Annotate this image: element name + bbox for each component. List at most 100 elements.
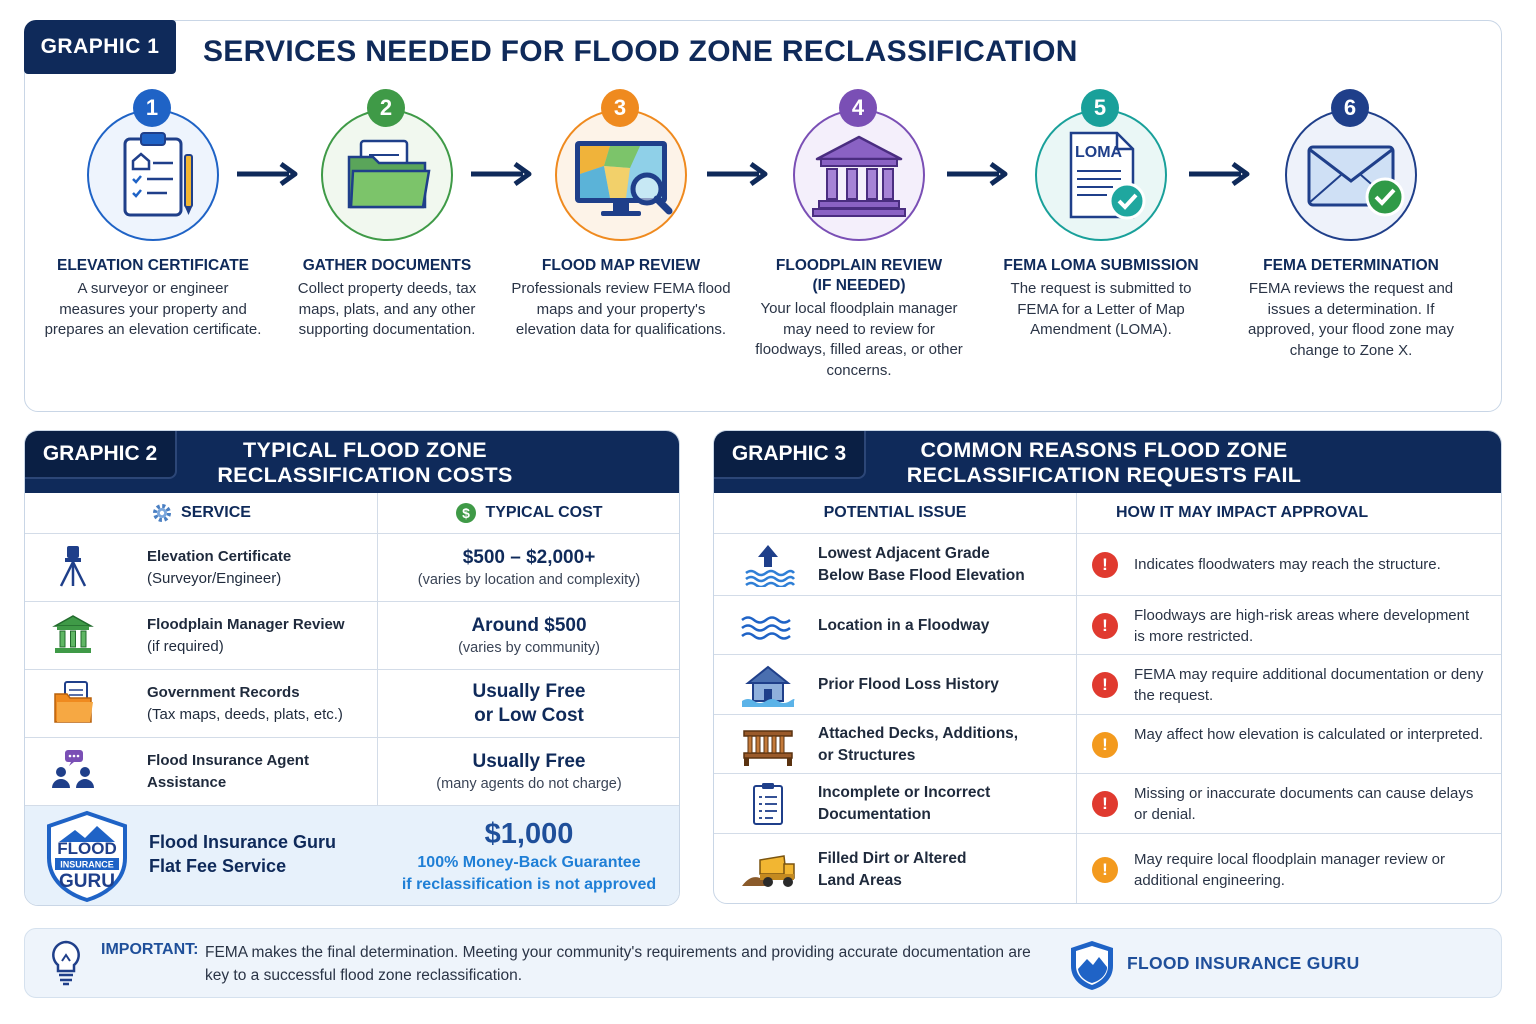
table-row: Incomplete or Incorrect Documentation! Mis… [714,773,1501,833]
reasons-title-line: RECLASSIFICATION REQUESTS FAIL [906,463,1302,487]
surveyor-tripod-icon [59,546,87,587]
alert-icon: ! [1092,552,1118,578]
impact-text: Indicates floodwaters may reach the stru… [1134,556,1441,573]
table-row: Filled Dirt or Altered Land Areas! May req… [714,833,1501,903]
loma-document-icon: LOMA [1035,109,1167,241]
service-cost: Usually Free or Low Cost [377,680,679,728]
arrow-right-icon [707,161,768,187]
service-name-text: Elevation Certificate [147,548,292,565]
table-row: Attached Decks, Additions, or Structures!… [714,714,1501,773]
costs-title-line: RECLASSIFICATION COSTS [217,463,513,487]
alert-icon: ! [1092,672,1118,698]
alert-icon: ! [1092,857,1118,883]
step-number: 2 [367,89,405,127]
impact-text: May affect how elevation is calculated o… [1134,725,1484,743]
cost-column-label: TYPICAL COST [485,504,603,521]
monitor-map-icon [555,109,687,241]
step-title: FLOOD MAP REVIEW [541,257,701,274]
envelope-check-icon [1285,109,1417,241]
issue-line: Below Base Flood Elevation [818,567,1025,584]
reasons-title: COMMON REASONS FLOOD ZONE RECLASSIFICATI… [894,438,1314,488]
table-row: Lowest Adjacent Grade Below Base Flood El… [714,533,1501,595]
cost-note: (many agents do not charge) [436,776,622,792]
government-building-icon [52,615,94,653]
step-title: FLOODPLAIN REVIEW (IF NEEDED) [739,256,979,296]
service-cost: $500 – $2,000+ (varies by location and c… [377,546,679,590]
cost-value: Usually Free [472,751,586,772]
table-row: Elevation Certificate (Surveyor/Engineer… [25,533,679,601]
step-number: 5 [1081,89,1119,127]
step-description: Your local floodplain manager may need t… [755,300,963,379]
step-description: FEMA reviews the request and issues a de… [1248,280,1454,359]
building-icon [793,109,925,241]
logo-text: GURU [59,871,115,892]
step-description: The request is submitted to FEMA for a L… [1010,280,1192,338]
dump-truck-icon [740,848,796,892]
guarantee-text: 100% Money-Back Guarantee [417,854,641,871]
featured-price: $1,000 [484,818,574,850]
water-rise-icon [740,543,796,589]
issue-line: Documentation [818,806,931,823]
cost-value: Usually Free [472,681,586,702]
alert-icon: ! [1092,731,1118,758]
step-number: 1 [133,89,171,127]
issue-line: Lowest Adjacent Grade [818,545,990,562]
cost-value: Around $500 [471,615,587,636]
service-name-text: Floodplain Manager Review [147,616,345,633]
guru-shield-logo: FLOOD INSURANCE GURU [47,810,127,902]
guarantee-text: if reclassification is not approved [401,876,657,893]
service-cost: Around $500 (varies by community) [377,614,679,658]
issue-name: Location in a Floodway [818,615,989,637]
costs-header: GRAPHIC 2 TYPICAL FLOOD ZONE RECLASSIFIC… [25,431,679,493]
issue-line: Filled Dirt or Altered [818,850,967,867]
step-title: FEMA LOMA SUBMISSION [1003,257,1199,274]
brand-name: FLOOD INSURANCE GURU [1127,953,1360,973]
issue-line: or Structures [818,746,916,764]
waves-icon [740,604,796,648]
agent-people-icon [52,750,94,788]
service-name-text: Flood Insurance Agent [147,752,309,769]
dollar-icon: $ [456,503,477,523]
service-name: Floodplain Manager Review (if required) [147,614,345,658]
costs-panel: GRAPHIC 2 TYPICAL FLOOD ZONE RECLASSIFIC… [24,430,680,906]
important-note: IMPORTANT: FEMA makes the final determin… [24,928,1502,998]
step-title-line: FLOODPLAIN REVIEW [775,257,943,274]
service-name-text: Government Records [147,684,300,701]
step-description: Collect property deeds, tax maps, plats,… [297,280,477,338]
arrow-right-icon [237,161,298,187]
cost-column-header: $ TYPICAL COST [377,493,679,533]
arrow-right-icon [1189,161,1250,187]
graphic-1-tag: GRAPHIC 1 [24,20,176,74]
guru-shield-icon [1071,941,1113,990]
impact-column-header: HOW IT MAY IMPACT APPROVAL [1116,504,1369,521]
issue-name: Attached Decks, Additions, or Structures [818,723,1018,767]
impact-text: Floodways are high-risk areas where deve… [1134,606,1470,645]
gear-icon [153,504,172,522]
folder-icon [321,109,453,241]
reasons-title-line: COMMON REASONS FLOOD ZONE [920,438,1288,462]
issue-line: Incomplete or Incorrect [818,784,991,801]
issue-line: Location in a Floodway [818,616,990,634]
logo-text: FLOOD [57,839,117,858]
step-number: 6 [1331,89,1369,127]
featured-row: FLOOD INSURANCE GURU Flood Insurance Gur… [25,805,679,905]
cost-note: (varies by location and complexity) [417,572,641,588]
alert-icon: ! [1092,612,1118,639]
alert-icon: ! [1092,791,1118,817]
lightbulb-icon [52,940,80,986]
service-name: Elevation Certificate (Surveyor/Engineer… [147,546,291,590]
loma-label: LOMA [1075,144,1123,161]
cost-value: or Low Cost [474,705,584,726]
service-column-header: SERVICE [25,493,377,533]
logo-text: INSURANCE [60,860,114,870]
cost-note: (varies by community) [458,640,600,656]
issue-line: Land Areas [818,872,902,889]
service-column-label: SERVICE [181,504,251,521]
clipboard-icon [87,109,219,241]
table-row: Location in a Floodway! Floodways are hig… [714,595,1501,654]
featured-name-line: Flood Insurance Guru [149,832,337,852]
issue-line: Attached Decks, Additions, [818,724,1019,742]
table-row: Government Records (Tax maps, deeds, pla… [25,669,679,737]
featured-cost: $1,000 100% Money-Back Guarantee if recl… [377,816,679,896]
reasons-header: GRAPHIC 3 COMMON REASONS FLOOD ZONE RECL… [714,431,1501,493]
